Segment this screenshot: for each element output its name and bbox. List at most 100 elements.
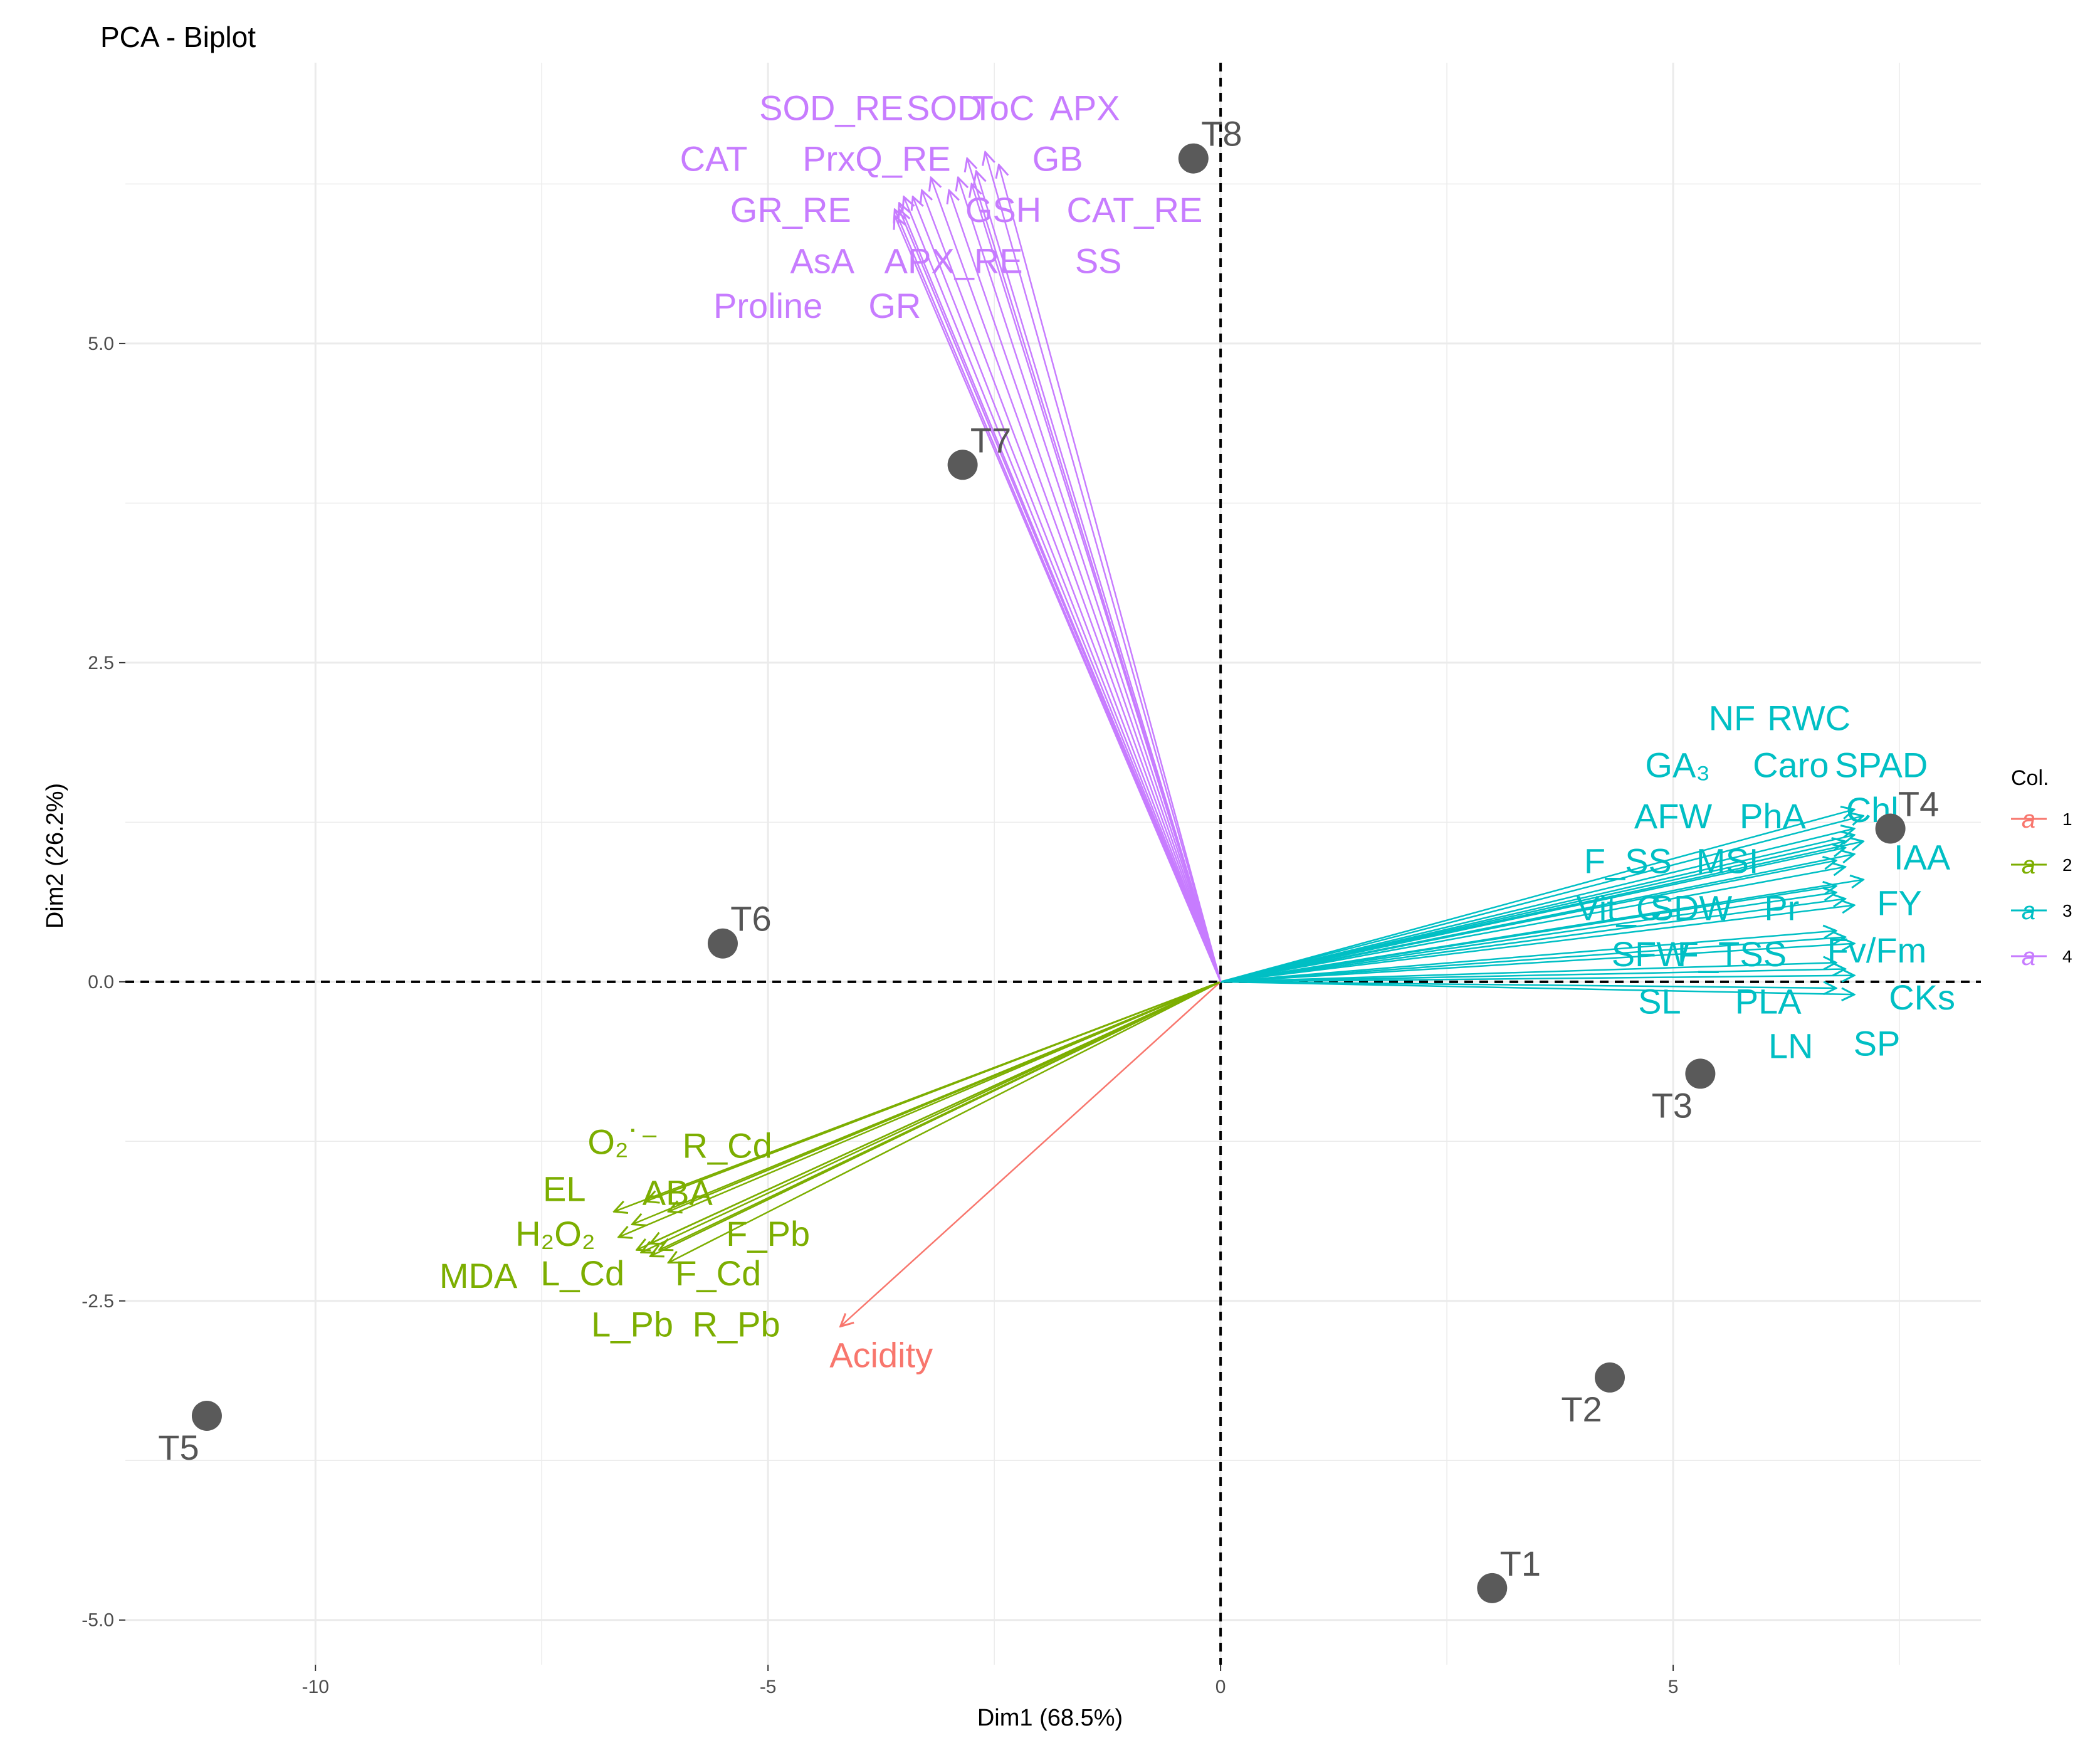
variable-label: ToC [972, 88, 1035, 127]
variable-label: GB [1032, 139, 1083, 179]
variable-label: SS [1075, 241, 1122, 281]
legend-title: Col. [2011, 766, 2049, 790]
individual-point [191, 1401, 222, 1431]
variable-arrow [614, 981, 1221, 1211]
variable-label: RWC [1767, 698, 1851, 737]
variable-label: PrxQ_RE [802, 139, 951, 179]
y-tick-label: -5.0 [81, 1610, 114, 1631]
variable-label: ABA [643, 1173, 713, 1213]
variable-arrow [895, 216, 1222, 983]
individual-points: T1 T2 T3 T4 T5 T6 T7 T8 [158, 114, 1939, 1603]
variable-label: F_SS [1584, 841, 1672, 880]
variable-arrow [1220, 905, 1854, 983]
variable-arrows [614, 152, 1864, 1327]
variable-label: PLA [1735, 981, 1802, 1021]
variable-arrow [1220, 886, 1836, 983]
legend-label: 1 [2062, 809, 2072, 829]
variable-arrow [904, 197, 1222, 983]
variable-arrow [1220, 867, 1845, 983]
variable-label: H₂O₂ [515, 1214, 595, 1253]
legend-label: 3 [2062, 901, 2072, 920]
variable-label: EL [543, 1169, 586, 1209]
variable-arrow [633, 981, 1221, 1225]
individual-point [947, 450, 978, 480]
variable-arrow [1221, 969, 1845, 983]
variable-arrow [1220, 848, 1845, 983]
individual-label: T2 [1561, 1389, 1602, 1429]
variable-label: LN [1768, 1026, 1814, 1066]
individual-point [1875, 813, 1906, 844]
variable-arrow [650, 981, 1221, 1257]
variable-arrow [972, 184, 1222, 983]
x-tick-label: 0 [1215, 1677, 1226, 1697]
legend-label: 4 [2062, 947, 2072, 966]
variable-label: APX_RE [885, 241, 1023, 281]
variable-label: SP [1854, 1024, 1901, 1063]
variable-label: F_Pb [726, 1214, 810, 1253]
variable-arrow [985, 152, 1222, 983]
variable-arrow [922, 191, 1222, 983]
legend: Col. a 1 a 2 a 3 a 4 [2011, 766, 2072, 971]
variable-arrow [1220, 809, 1854, 983]
variable-arrow [1221, 976, 1854, 982]
variable-label: SOD [906, 88, 982, 127]
variable-label: Acidity [829, 1335, 933, 1374]
variable-arrow [1220, 892, 1836, 983]
axis-ticks: -10 -5 0 5 -5.0 -2.5 0.0 2.5 5.0 [81, 334, 1678, 1697]
variable-arrow [1221, 937, 1845, 983]
legend-key-glyph: a [2022, 806, 2035, 833]
legend-key-glyph: a [2022, 943, 2035, 971]
variable-arrow [900, 209, 1222, 983]
variable-arrow [1220, 841, 1845, 983]
variable-label: SL [1638, 981, 1681, 1021]
variable-label: APX [1050, 88, 1120, 127]
individual-label: T6 [730, 899, 771, 939]
variable-label: CAT [680, 139, 748, 179]
x-tick-label: -10 [302, 1677, 329, 1697]
variable-arrow [1220, 899, 1845, 983]
chart-title: PCA - Biplot [100, 21, 256, 53]
variable-label: MSI [1696, 841, 1759, 880]
variable-arrow [1221, 982, 1836, 988]
variable-label: CKs [1889, 978, 1955, 1017]
variable-arrow [641, 981, 1221, 1253]
individual-label: T7 [970, 420, 1011, 460]
variable-arrow [958, 177, 1222, 983]
variable-label: FY [1877, 883, 1922, 923]
variable-label: Proline [713, 286, 822, 325]
variable-label: L_Cd [540, 1253, 624, 1293]
legend-label: 2 [2062, 855, 2072, 875]
variable-label: Fv/Fm [1827, 930, 1927, 970]
variable-arrow [1221, 981, 1854, 994]
variable-label: CAT_RE [1067, 190, 1203, 229]
y-tick-label: 2.5 [88, 653, 114, 673]
variable-label: L_Pb [591, 1304, 673, 1344]
variable-label: SPAD [1835, 746, 1928, 785]
variable-label: PhA [1740, 796, 1806, 836]
variable-label: SOD_RE [759, 88, 903, 127]
legend-key-glyph: a [2022, 897, 2035, 925]
variable-label: GSH [965, 190, 1041, 229]
x-axis-title: Dim1 (68.5%) [977, 1705, 1123, 1731]
variable-label: Vit_C [1576, 888, 1661, 928]
variable-label: GA₃ [1645, 746, 1710, 785]
individual-point [1685, 1058, 1716, 1089]
legend-key-glyph: a [2022, 851, 2035, 879]
variable-label: F_Cd [675, 1253, 761, 1293]
y-tick-label: -2.5 [81, 1291, 114, 1312]
variable-arrow [1220, 829, 1854, 983]
variable-arrow [976, 171, 1222, 983]
variable-label: SFW [1612, 934, 1690, 974]
variable-label: R_Cd [683, 1125, 772, 1165]
variable-label: AFW [1634, 796, 1713, 836]
variable-arrow [1220, 860, 1836, 983]
variable-label: O₂˙⁻ [587, 1122, 659, 1161]
variable-arrow [1220, 816, 1863, 983]
y-tick-label: 0.0 [88, 972, 114, 993]
x-tick-label: -5 [760, 1677, 777, 1697]
individual-label: T5 [158, 1428, 199, 1467]
variable-label: F_TSS [1677, 934, 1787, 974]
variable-arrow [913, 197, 1222, 983]
